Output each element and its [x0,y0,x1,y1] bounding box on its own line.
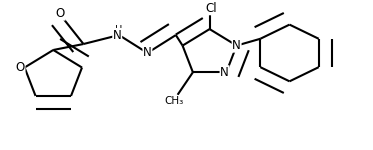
Text: N: N [113,28,122,42]
Text: Cl: Cl [206,2,217,15]
Text: N: N [220,66,229,79]
Text: O: O [56,7,65,20]
Text: CH₃: CH₃ [164,96,184,106]
Text: O: O [16,61,25,74]
Text: N: N [143,46,152,59]
Text: N: N [232,39,241,52]
Text: H: H [115,25,123,35]
